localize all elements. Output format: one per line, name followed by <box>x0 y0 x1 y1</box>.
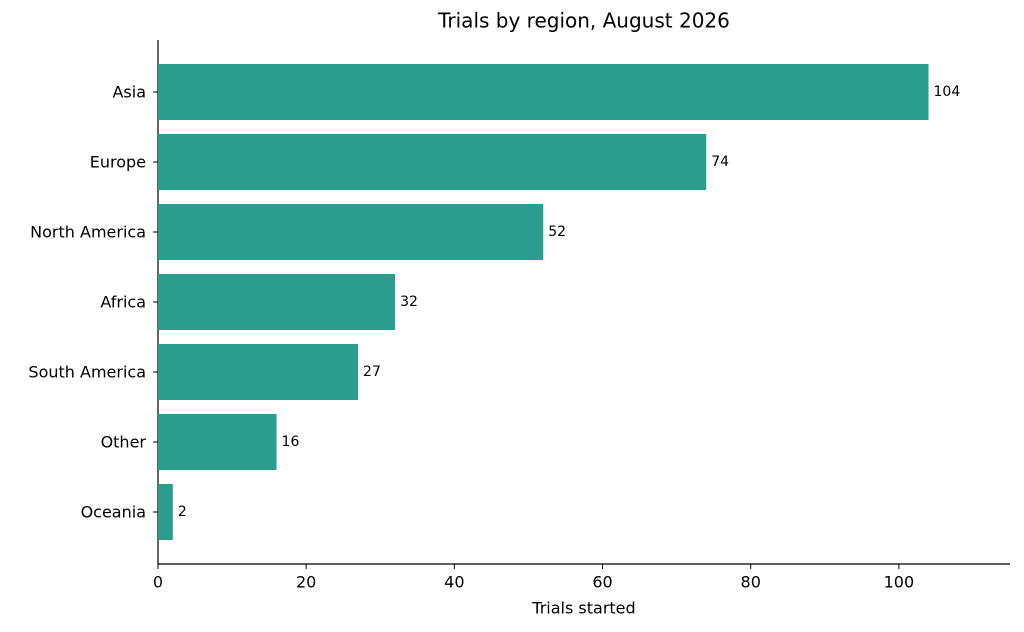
value-label: 32 <box>400 294 418 310</box>
x-tick-label: 60 <box>592 573 612 592</box>
bar <box>158 414 277 470</box>
x-tick-label: 0 <box>153 573 163 592</box>
x-tick-label: 20 <box>296 573 316 592</box>
y-tick-label: South America <box>28 363 146 382</box>
y-tick-label: Asia <box>112 83 146 102</box>
x-tick-label: 80 <box>741 573 761 592</box>
bar <box>158 134 707 190</box>
x-axis-label: Trials started <box>531 599 635 618</box>
y-tick-label: North America <box>30 223 146 242</box>
bar <box>158 64 929 120</box>
chart-title: Trials by region, August 2026 <box>437 9 730 33</box>
bar <box>158 274 396 330</box>
value-label: 2 <box>178 504 187 520</box>
bar <box>158 204 544 260</box>
value-label: 74 <box>711 154 729 170</box>
value-label: 16 <box>282 434 300 450</box>
y-tick-label: Oceania <box>81 503 146 522</box>
bar <box>158 344 359 400</box>
x-tick-label: 40 <box>444 573 464 592</box>
y-tick-label: Europe <box>90 153 146 172</box>
value-label: 104 <box>934 84 961 100</box>
y-tick-label: Africa <box>100 293 146 312</box>
y-tick-label: Other <box>101 433 147 452</box>
bar <box>158 484 173 540</box>
value-label: 27 <box>363 364 381 380</box>
x-tick-label: 100 <box>884 573 915 592</box>
value-label: 52 <box>548 224 566 240</box>
